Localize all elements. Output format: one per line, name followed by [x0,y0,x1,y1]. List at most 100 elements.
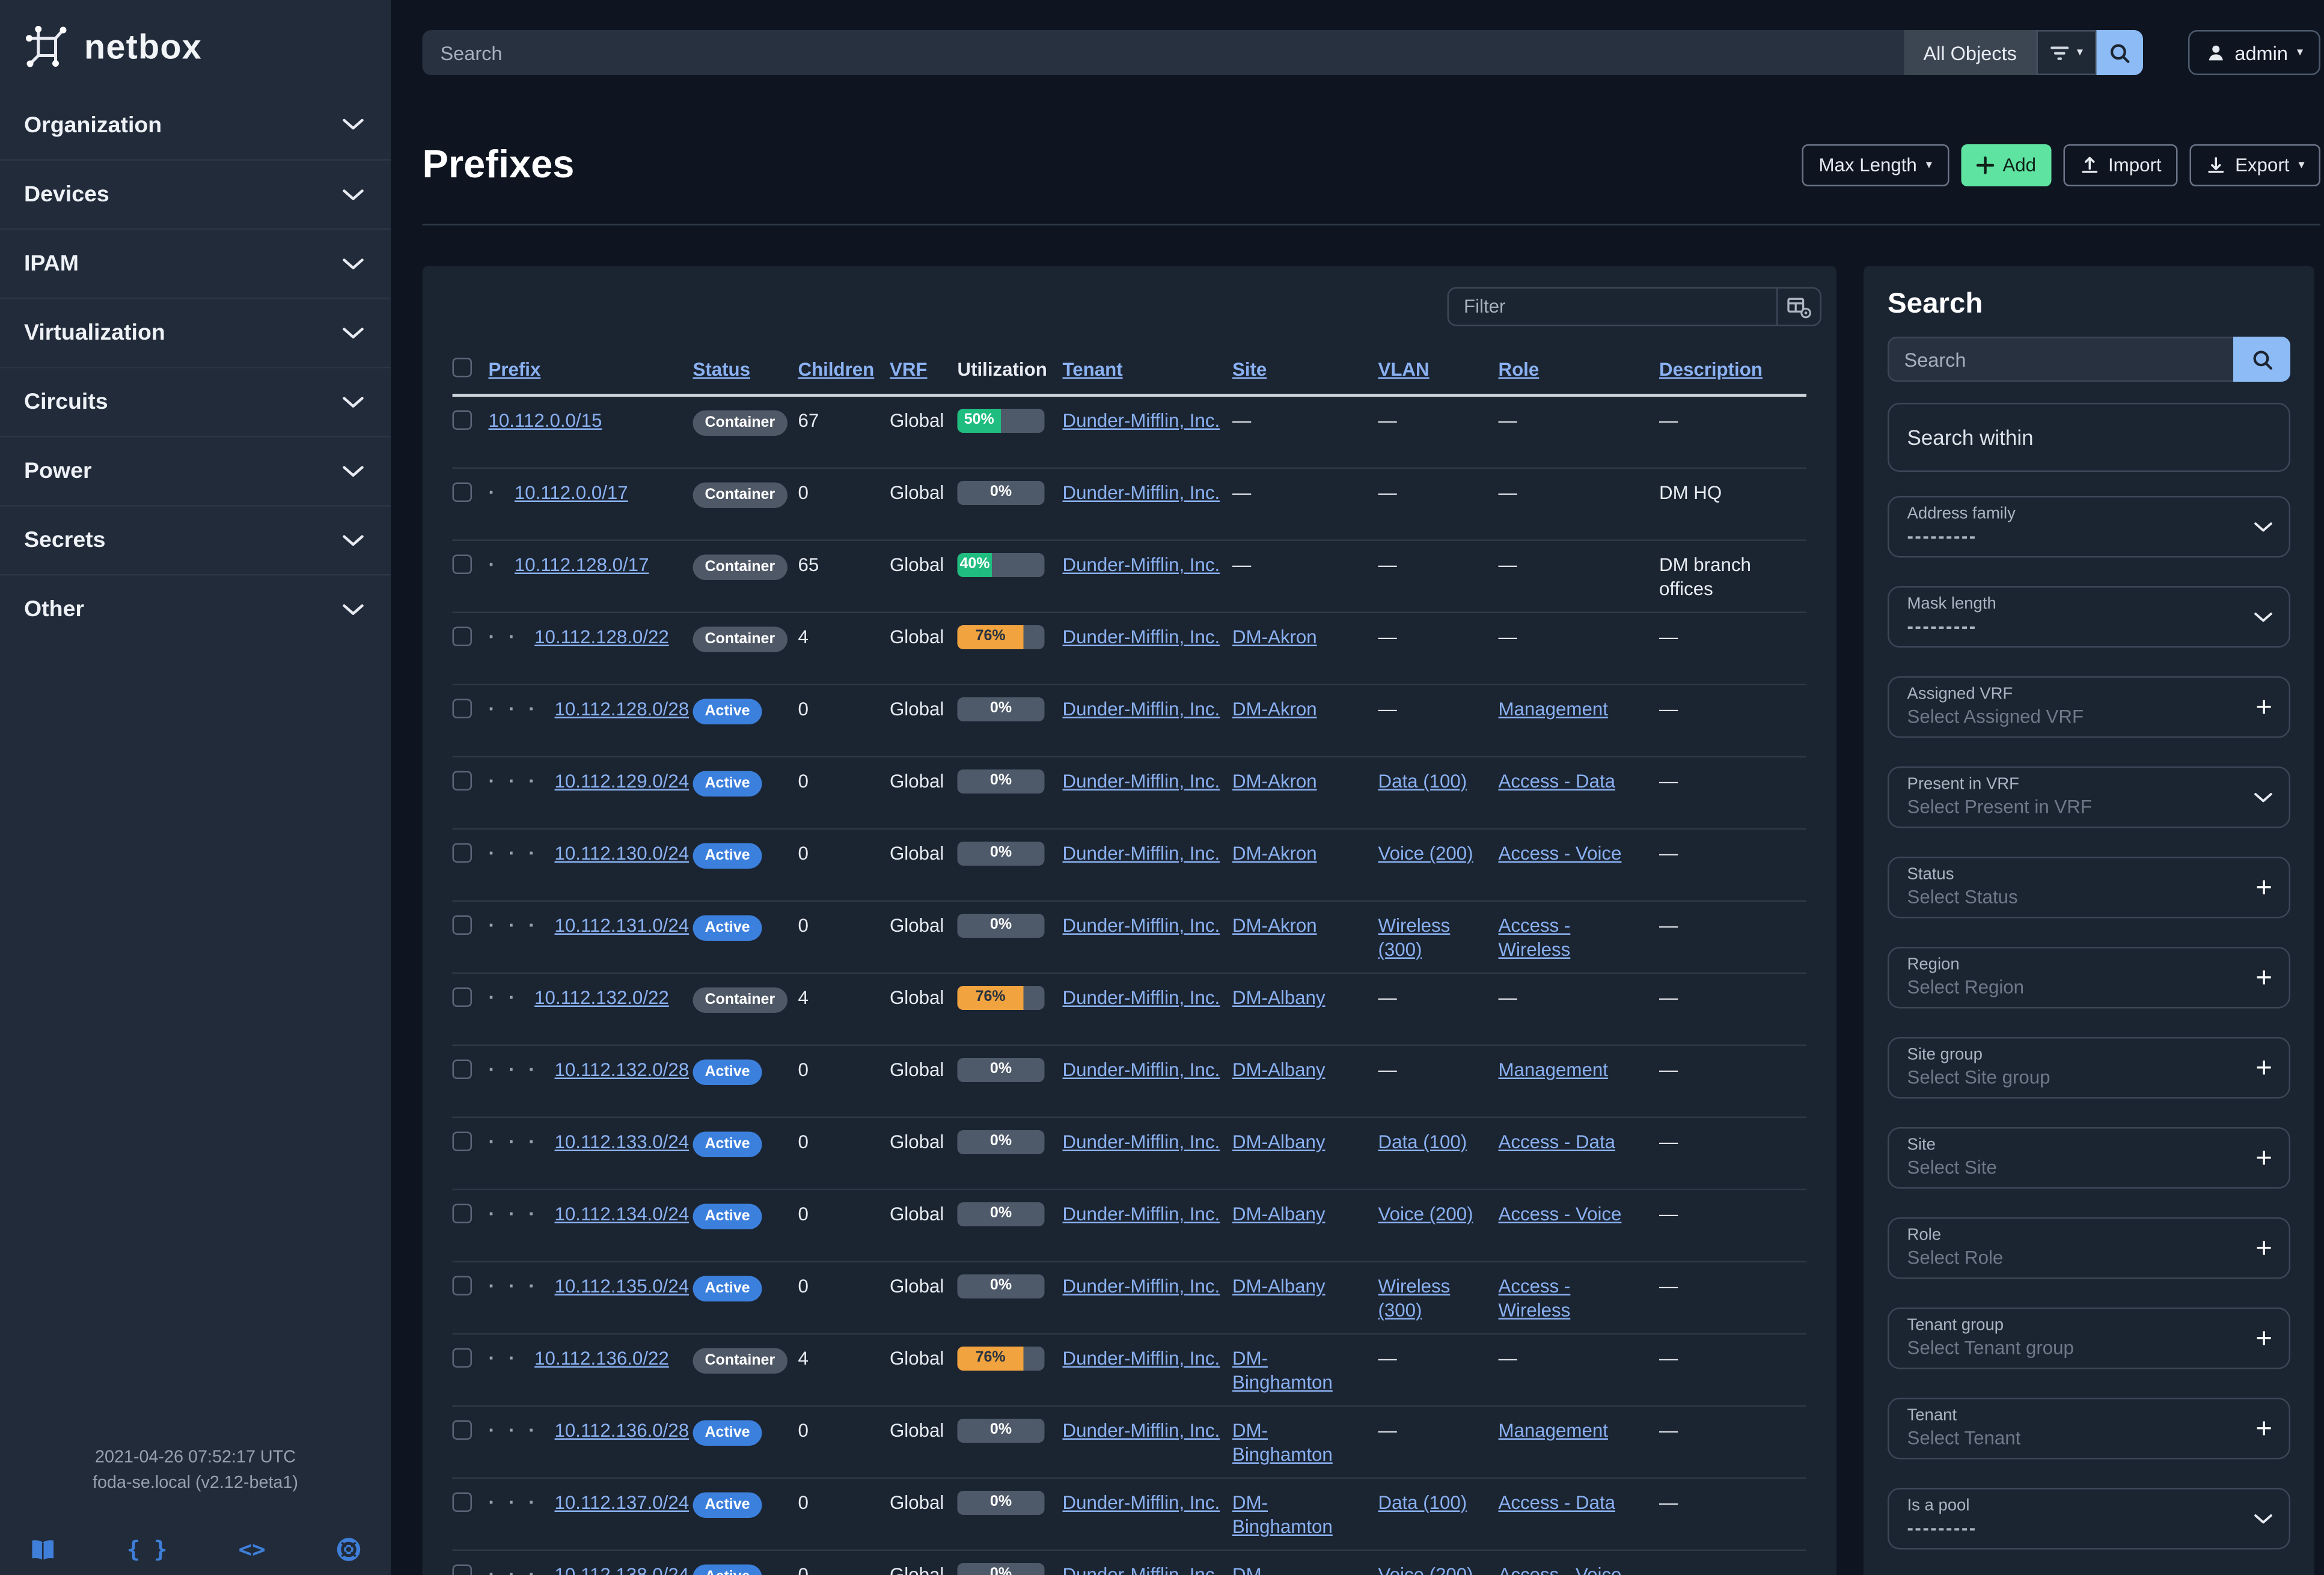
column-header-status[interactable]: Status [693,358,751,380]
column-header-tenant[interactable]: Tenant [1062,358,1123,380]
tenant-link[interactable]: Dunder-Mifflin, Inc. [1062,771,1220,792]
sidebar-item-devices[interactable]: Devices [0,159,391,228]
row-checkbox[interactable] [452,842,489,869]
column-header-children[interactable]: Children [798,358,875,380]
column-header-site[interactable]: Site [1232,358,1267,380]
vlan-link[interactable]: Voice (200) [1378,843,1473,864]
column-header-description[interactable]: Description [1659,358,1763,380]
user-menu-button[interactable]: admin ▾ [2188,30,2321,75]
sidebar-item-power[interactable]: Power [0,436,391,505]
filter-field-site-group[interactable]: Site group Select Site group + [1888,1037,2290,1099]
row-checkbox[interactable] [452,481,489,508]
prefix-link[interactable]: 10.112.128.0/17 [514,554,649,576]
tenant-link[interactable]: Dunder-Mifflin, Inc. [1062,987,1220,1009]
row-checkbox[interactable] [452,1130,489,1157]
prefix-link[interactable]: 10.112.134.0/24 [554,1203,690,1225]
filter-field-region[interactable]: Region Select Region + [1888,947,2290,1009]
sidebar-item-circuits[interactable]: Circuits [0,367,391,436]
tenant-link[interactable]: Dunder-Mifflin, Inc. [1062,1059,1220,1081]
row-checkbox[interactable] [452,1563,489,1575]
tenant-link[interactable]: Dunder-Mifflin, Inc. [1062,915,1220,937]
vlan-link[interactable]: Data (100) [1378,1492,1467,1514]
search-within-select[interactable]: Search within [1888,403,2290,472]
column-header-role[interactable]: Role [1498,358,1540,380]
panel-search-button[interactable] [2233,337,2290,382]
column-header-prefix[interactable]: Prefix [488,358,541,380]
site-link[interactable]: DM-Albany [1232,1276,1326,1297]
role-link[interactable]: Access - Data [1498,1131,1616,1153]
tenant-link[interactable]: Dunder-Mifflin, Inc. [1062,1348,1220,1369]
prefix-link[interactable]: 10.112.136.0/28 [554,1420,690,1442]
site-link[interactable]: DM-Binghamton [1232,1348,1333,1393]
prefix-link[interactable]: 10.112.0.0/17 [514,482,628,504]
tenant-link[interactable]: Dunder-Mifflin, Inc. [1062,554,1220,576]
sidebar-item-other[interactable]: Other [0,574,391,643]
tenant-link[interactable]: Dunder-Mifflin, Inc. [1062,1420,1220,1442]
prefix-link[interactable]: 10.112.133.0/24 [554,1131,690,1153]
prefix-link[interactable]: 10.112.130.0/24 [554,843,690,864]
vlan-link[interactable]: Voice (200) [1378,1203,1473,1225]
code-icon[interactable]: <> [238,1536,266,1563]
tenant-link[interactable]: Dunder-Mifflin, Inc. [1062,410,1220,432]
import-button[interactable]: Import [2063,143,2179,186]
role-link[interactable]: Access - Voice [1498,1564,1622,1575]
prefix-link[interactable]: 10.112.128.0/28 [554,699,690,720]
role-link[interactable]: Access - Voice [1498,843,1622,864]
tenant-link[interactable]: Dunder-Mifflin, Inc. [1062,843,1220,864]
row-checkbox[interactable] [452,697,489,724]
filter-field-tenant-group[interactable]: Tenant group Select Tenant group + [1888,1307,2290,1369]
search-filter-dropdown[interactable]: ▾ [2036,30,2097,75]
row-checkbox[interactable] [452,914,489,941]
row-checkbox[interactable] [452,1274,489,1301]
table-columns-button[interactable] [1776,287,1821,326]
role-link[interactable]: Access - Data [1498,1492,1616,1514]
select-all-checkbox[interactable] [452,356,489,382]
global-search-button[interactable] [2096,30,2143,75]
sidebar-item-virtualization[interactable]: Virtualization [0,298,391,367]
filter-field-mask-length[interactable]: Mask length --------- [1888,586,2290,648]
vlan-link[interactable]: Voice (200) [1378,1564,1473,1575]
site-link[interactable]: DM-Binghamton [1232,1420,1333,1466]
vlan-link[interactable]: Wireless (300) [1378,1276,1451,1321]
row-checkbox[interactable] [452,1491,489,1518]
tenant-link[interactable]: Dunder-Mifflin, Inc. [1062,1276,1220,1297]
role-link[interactable]: Access - Data [1498,771,1616,792]
vlan-link[interactable]: Data (100) [1378,1131,1467,1153]
role-link[interactable]: Management [1498,1420,1608,1442]
tenant-link[interactable]: Dunder-Mifflin, Inc. [1062,699,1220,720]
sidebar-item-organization[interactable]: Organization [0,90,391,159]
row-checkbox[interactable] [452,769,489,797]
role-link[interactable]: Management [1498,699,1608,720]
brand[interactable]: netbox [0,0,391,90]
column-header-vrf[interactable]: VRF [890,358,928,380]
site-link[interactable]: DM-Albany [1232,1203,1326,1225]
site-link[interactable]: DM-Akron [1232,915,1317,937]
docs-book-icon[interactable] [30,1538,56,1561]
prefix-link[interactable]: 10.112.135.0/24 [554,1276,690,1297]
site-link[interactable]: DM-Albany [1232,1059,1326,1081]
column-header-vlan[interactable]: VLAN [1378,358,1430,380]
role-link[interactable]: Management [1498,1059,1608,1081]
filter-field-tenant[interactable]: Tenant Select Tenant + [1888,1398,2290,1460]
row-checkbox[interactable] [452,625,489,652]
tenant-link[interactable]: Dunder-Mifflin, Inc. [1062,626,1220,648]
tenant-link[interactable]: Dunder-Mifflin, Inc. [1062,1131,1220,1153]
site-link[interactable]: DM-Akron [1232,771,1317,792]
site-link[interactable]: DM-Albany [1232,1131,1326,1153]
filter-field-is-a-pool[interactable]: Is a pool --------- [1888,1488,2290,1550]
panel-search-input[interactable] [1888,337,2233,382]
filter-field-status[interactable]: Status Select Status + [1888,857,2290,919]
prefix-link[interactable]: 10.112.128.0/22 [534,626,669,648]
vlan-link[interactable]: Wireless (300) [1378,915,1451,961]
table-filter-input[interactable] [1447,287,1776,326]
prefix-link[interactable]: 10.112.0.0/15 [488,410,602,432]
row-checkbox[interactable] [452,1347,489,1374]
site-link[interactable]: DM-Binghamton [1232,1564,1268,1575]
add-button[interactable]: Add [1960,143,2051,186]
prefix-link[interactable]: 10.112.132.0/28 [554,1059,690,1081]
rest-api-braces-icon[interactable]: { } [126,1536,168,1563]
role-link[interactable]: Access - Wireless [1498,915,1571,961]
site-link[interactable]: DM-Binghamton [1232,1492,1333,1538]
role-link[interactable]: Access - Wireless [1498,1276,1571,1321]
tenant-link[interactable]: Dunder-Mifflin, Inc. [1062,1492,1220,1514]
